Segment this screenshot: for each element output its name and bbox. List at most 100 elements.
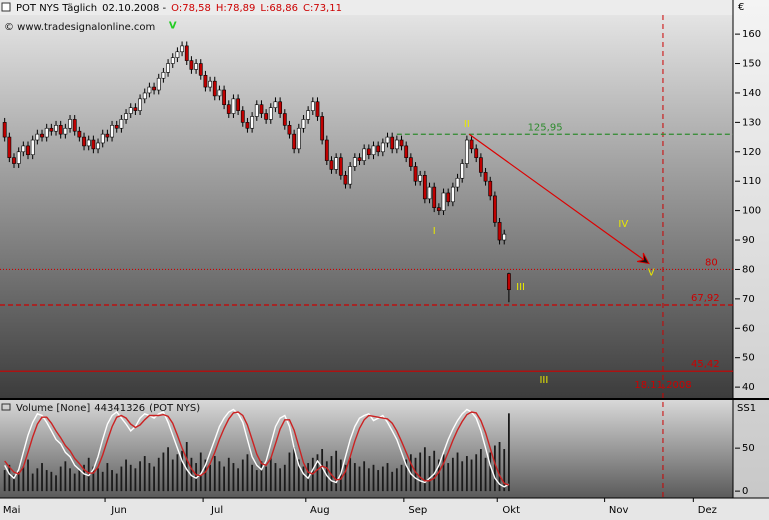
candle-body — [488, 180, 493, 197]
candle-body — [16, 151, 21, 164]
x-tick-label: Okt — [502, 505, 520, 516]
x-tick-label: Nov — [609, 505, 629, 516]
volume-bar — [489, 452, 492, 492]
indicator-icon[interactable] — [1, 403, 11, 411]
wave-label: III — [539, 375, 548, 386]
volume-bar — [41, 463, 43, 492]
candle-body — [254, 104, 259, 117]
candle-body — [226, 104, 231, 114]
candle-body — [282, 113, 287, 126]
candle-body — [231, 98, 236, 114]
x-tick-label: Aug — [310, 505, 330, 516]
candle-body — [124, 113, 128, 120]
header-text: C:73,11 — [303, 3, 342, 14]
volume-bar — [475, 454, 478, 492]
x-axis — [0, 498, 769, 520]
volume-bar — [335, 450, 338, 492]
volume-bar — [456, 452, 459, 492]
candle-body — [399, 139, 404, 147]
candle-body — [478, 157, 483, 173]
candle-body — [278, 101, 283, 114]
candle-body — [170, 57, 175, 64]
x-tick-label: Dez — [698, 505, 717, 516]
volume-bar — [316, 454, 319, 492]
volume-bar — [97, 468, 99, 492]
y-tick-label: 120 — [742, 147, 761, 158]
candle-body — [49, 127, 54, 132]
volume-bar — [218, 461, 221, 492]
candle-body — [357, 157, 362, 161]
candle-body — [212, 80, 217, 97]
candle-body — [287, 125, 292, 135]
candle-body — [236, 98, 241, 111]
volume-bar — [78, 470, 81, 492]
volume-bar — [386, 463, 389, 492]
volume-bar — [101, 471, 104, 492]
volume-bar — [69, 468, 71, 492]
volume-bar — [372, 464, 375, 492]
candle-body — [208, 80, 212, 88]
volume-bar — [83, 464, 85, 492]
candle-body — [376, 145, 381, 153]
volume-bar — [241, 459, 244, 492]
volume-bar — [8, 464, 11, 492]
volume-bar — [503, 449, 506, 492]
volume-bar — [167, 447, 169, 492]
y-tick-label: 160 — [742, 29, 761, 40]
y-tick-label: 110 — [742, 176, 761, 187]
level-label: 45,42 — [691, 359, 720, 370]
volume-bar — [162, 452, 165, 492]
candle-body — [315, 101, 320, 117]
candle-body — [264, 113, 269, 120]
volume-bar — [479, 449, 482, 492]
level-label: 125,95 — [528, 122, 563, 133]
volume-bar — [223, 466, 226, 492]
subtitle: © www.tradesignalonline.com — [4, 22, 155, 33]
candle-body — [506, 273, 511, 291]
volume-bar — [17, 471, 20, 492]
volume-bar — [344, 464, 347, 492]
candle-body — [464, 139, 469, 164]
candle-body — [91, 139, 96, 150]
candle-body — [324, 139, 329, 161]
candle-body — [427, 186, 432, 200]
volume-bar — [437, 459, 440, 492]
candle-body — [268, 107, 273, 120]
candle-body — [63, 127, 68, 135]
candle-body — [35, 133, 40, 141]
volume-bar — [50, 471, 53, 492]
oscillator-line — [4, 408, 510, 488]
candle-body — [474, 148, 479, 158]
header-text: H:78,89 — [216, 3, 256, 14]
x-tick-label: Mai — [3, 505, 21, 516]
candle-body — [203, 75, 208, 88]
candle-body — [77, 130, 82, 138]
volume-bar — [139, 461, 141, 492]
candle-body — [413, 166, 418, 182]
volume-bar — [442, 454, 445, 492]
candle-body — [119, 119, 124, 129]
volume-bar — [92, 466, 95, 492]
volume-bar — [157, 457, 160, 492]
candle-body — [133, 107, 138, 111]
right-axis — [733, 0, 769, 498]
header-text: L:68,86 — [260, 3, 298, 14]
volume-bar — [414, 457, 417, 492]
candle-body — [422, 175, 427, 200]
candle-body — [240, 110, 245, 123]
wave-label: IV — [618, 219, 628, 230]
volume-bar — [153, 466, 155, 492]
unit-label: € — [738, 2, 744, 13]
volume-bar — [279, 468, 282, 492]
candle-body — [100, 133, 105, 144]
candle-body — [245, 122, 250, 129]
volume-last: 44341326 — [94, 403, 145, 414]
volume-bar — [470, 459, 473, 492]
header-text: POT NYS Täglich — [16, 3, 97, 14]
y-tick-label: 140 — [742, 88, 761, 99]
candle-body — [12, 157, 16, 164]
volume-bar — [120, 466, 123, 492]
candle-body — [72, 119, 77, 132]
window-icon[interactable] — [1, 2, 11, 12]
indicator-title: Volume [None] — [16, 403, 90, 414]
